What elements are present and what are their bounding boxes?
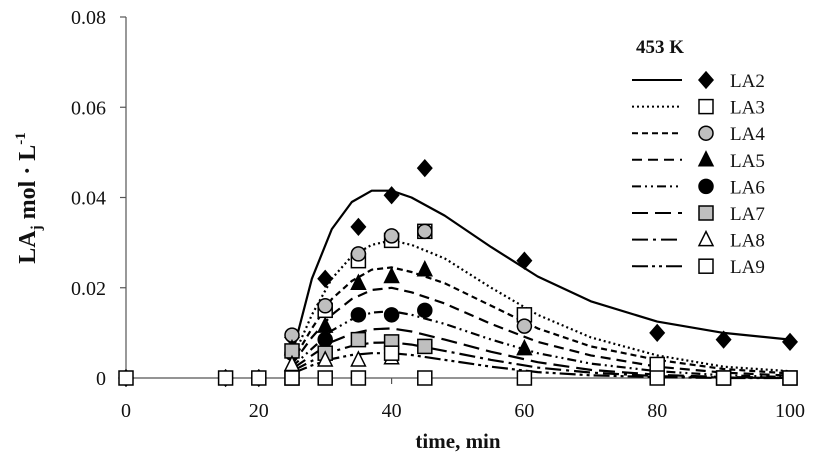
x-tick-label: 20 bbox=[249, 400, 269, 422]
point-la6 bbox=[383, 307, 400, 323]
point-la4 bbox=[417, 223, 433, 240]
legend-marker-la8 bbox=[697, 229, 715, 247]
point-la6 bbox=[350, 307, 367, 323]
point-la2 bbox=[317, 269, 334, 288]
y-axis-label-sup: -1 bbox=[13, 132, 29, 145]
y-tick-label: 0.06 bbox=[71, 97, 106, 119]
curve-la5 bbox=[291, 286, 791, 377]
legend-label-la7: LA7 bbox=[730, 204, 765, 225]
point-la2 bbox=[782, 332, 798, 352]
point-la7 bbox=[417, 338, 433, 355]
point-la5 bbox=[350, 273, 367, 290]
point-la2 bbox=[416, 159, 433, 178]
curve-la3 bbox=[290, 239, 791, 373]
point-la5 bbox=[416, 260, 434, 277]
legend-label-la8: LA8 bbox=[730, 231, 765, 252]
legend-marker-la9 bbox=[698, 258, 714, 274]
legend-label-la3: LA3 bbox=[730, 98, 765, 119]
curve-la4 bbox=[291, 266, 791, 375]
point-la9 bbox=[782, 370, 798, 386]
point-la2 bbox=[715, 330, 732, 349]
legend: 453 K LA2 LA3 LA4 LA5 LA6 LA7 LA8 LA9 bbox=[632, 37, 765, 278]
legend-marker-la3 bbox=[698, 98, 714, 115]
watermark-text: 头条 @泊昱鼎环保 bbox=[665, 423, 806, 443]
point-la2 bbox=[383, 186, 400, 205]
y-axis-label-rest: mol · L bbox=[15, 145, 41, 226]
point-la4 bbox=[516, 318, 533, 334]
point-la4 bbox=[350, 246, 367, 262]
point-la8 bbox=[350, 350, 367, 367]
point-la3 bbox=[118, 370, 134, 386]
model-curves bbox=[290, 189, 791, 380]
curve-la7 bbox=[291, 327, 791, 379]
y-axis-label: LAj mol · L-1 bbox=[13, 132, 45, 264]
x-tick-label: 100 bbox=[775, 400, 805, 422]
legend-title: 453 K bbox=[636, 37, 684, 58]
point-la6 bbox=[417, 302, 433, 319]
point-la6 bbox=[317, 331, 333, 348]
point-la5 bbox=[516, 338, 533, 356]
point-la2 bbox=[649, 323, 666, 343]
legend-marker-la5 bbox=[697, 150, 715, 167]
data-markers bbox=[118, 159, 798, 388]
y-axis-label-sub: j bbox=[29, 225, 45, 231]
x-axis-label: time, min bbox=[415, 429, 500, 453]
y-tick-label: 0.08 bbox=[71, 7, 106, 29]
point-la3 bbox=[217, 370, 234, 386]
legend-label-la9: LA9 bbox=[730, 257, 765, 278]
curve-la9 bbox=[291, 352, 790, 380]
x-tick-label: 80 bbox=[647, 400, 667, 422]
legend-label-la4: LA4 bbox=[730, 124, 765, 145]
axes: 0 0.02 0.04 0.06 0.08 0 20 40 60 80 100 bbox=[71, 7, 805, 422]
point-la2 bbox=[350, 217, 367, 236]
point-la9 bbox=[350, 370, 367, 386]
legend-label-la2: LA2 bbox=[730, 71, 765, 92]
x-tick-label: 60 bbox=[514, 400, 534, 422]
point-la9 bbox=[516, 370, 533, 386]
x-tick-label: 40 bbox=[382, 400, 402, 422]
point-la9 bbox=[284, 370, 300, 386]
point-la5 bbox=[383, 266, 400, 284]
point-la9 bbox=[417, 370, 433, 386]
y-tick-label: 0.04 bbox=[71, 188, 106, 210]
point-la3 bbox=[649, 356, 665, 373]
point-la9 bbox=[383, 345, 400, 361]
point-la9 bbox=[649, 370, 665, 386]
y-tick-label: 0 bbox=[96, 368, 106, 390]
legend-label-la5: LA5 bbox=[730, 151, 765, 172]
legend-label-la6: LA6 bbox=[730, 177, 765, 198]
curve-la6 bbox=[291, 310, 791, 379]
point-la4 bbox=[383, 228, 400, 244]
point-la5 bbox=[316, 316, 334, 333]
legend-marker-la4 bbox=[698, 125, 714, 141]
curve-la8 bbox=[291, 341, 791, 380]
curve-la2 bbox=[290, 189, 791, 356]
x-tick-label: 0 bbox=[121, 400, 131, 422]
legend-marker-la2 bbox=[698, 70, 714, 90]
legend-marker-la6 bbox=[698, 178, 714, 195]
point-la7 bbox=[350, 331, 367, 348]
point-la9 bbox=[317, 370, 333, 386]
y-axis-label-main: LA bbox=[15, 230, 41, 264]
point-la2 bbox=[516, 251, 533, 270]
point-la4 bbox=[317, 298, 333, 314]
y-tick-label: 0.02 bbox=[71, 278, 106, 300]
point-la8 bbox=[316, 350, 334, 367]
point-la9 bbox=[715, 370, 732, 386]
point-la3 bbox=[251, 370, 267, 386]
legend-marker-la7 bbox=[698, 205, 714, 221]
